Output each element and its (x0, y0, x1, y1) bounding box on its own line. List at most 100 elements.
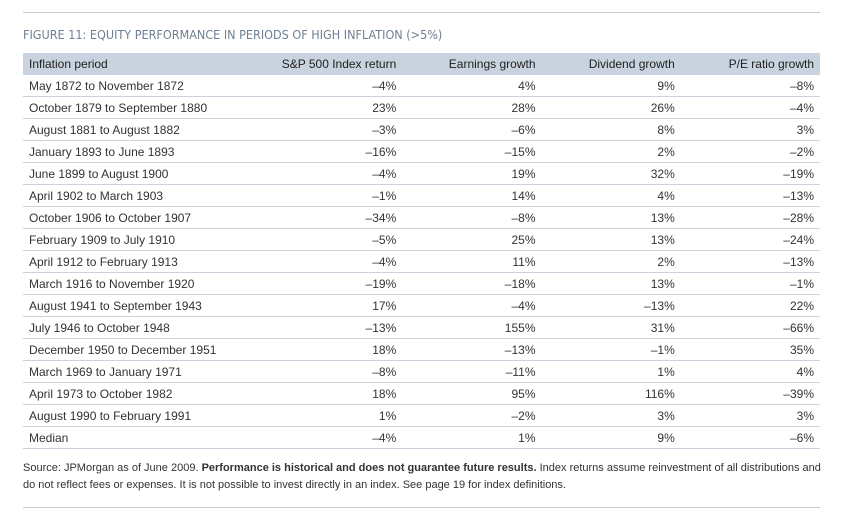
table-row: April 1902 to March 1903 –1% 14% 4% –13% (23, 184, 820, 207)
table-row: January 1893 to June 1893 –16% –15% 2% –2% (23, 140, 820, 163)
cell-inflation-period: August 1990 to February 1991 (23, 404, 263, 427)
cell-inflation-period: August 1881 to August 1882 (23, 118, 263, 141)
column-header-sp500-return: S&P 500 Index return (263, 53, 403, 75)
table-body: May 1872 to November 1872 –4% 4% 9% –8% Octob… (23, 75, 820, 449)
cell-dividend-growth: –1% (541, 338, 681, 361)
cell-inflation-period: February 1909 to July 1910 (23, 228, 263, 251)
cell-sp500-return: 23% (263, 96, 403, 119)
cell-inflation-period: April 1973 to October 1982 (23, 382, 263, 405)
cell-sp500-return: –34% (263, 206, 403, 229)
cell-earnings-growth: –13% (402, 338, 542, 361)
cell-earnings-growth: –18% (402, 272, 542, 295)
table-row: August 1881 to August 1882 –3% –6% 8% 3% (23, 118, 820, 141)
cell-earnings-growth: 4% (402, 75, 542, 97)
table-row: May 1872 to November 1872 –4% 4% 9% –8% (23, 75, 820, 97)
cell-dividend-growth: 4% (541, 184, 681, 207)
cell-sp500-return: –3% (263, 118, 403, 141)
cell-pe-ratio-growth: –1% (680, 272, 820, 295)
cell-dividend-growth: 9% (541, 75, 681, 97)
cell-dividend-growth: 116% (541, 382, 681, 405)
table-row: February 1909 to July 1910 –5% 25% 13% –24% (23, 228, 820, 251)
cell-earnings-growth: –2% (402, 404, 542, 427)
cell-inflation-period: March 1969 to January 1971 (23, 360, 263, 383)
table-row: March 1916 to November 1920 –19% –18% 13% –1… (23, 272, 820, 295)
cell-inflation-period: April 1912 to February 1913 (23, 250, 263, 273)
cell-pe-ratio-growth: –8% (680, 75, 820, 97)
cell-pe-ratio-growth: –13% (680, 250, 820, 273)
table-header-row: Inflation period S&P 500 Index return Ea… (23, 53, 820, 75)
cell-sp500-return: –4% (263, 75, 403, 97)
cell-earnings-growth: –11% (402, 360, 542, 383)
cell-sp500-return: –4% (263, 250, 403, 273)
table-row: December 1950 to December 1951 18% –13% –1%… (23, 338, 820, 361)
cell-dividend-growth: 1% (541, 360, 681, 383)
table-row: April 1912 to February 1913 –4% 11% 2% –13% (23, 250, 820, 273)
cell-earnings-growth: –6% (402, 118, 542, 141)
cell-dividend-growth: 13% (541, 228, 681, 251)
cell-pe-ratio-growth: –24% (680, 228, 820, 251)
cell-dividend-growth: 32% (541, 162, 681, 185)
table-row: August 1941 to September 1943 17% –4% –13% 2… (23, 294, 820, 317)
cell-inflation-period: April 1902 to March 1903 (23, 184, 263, 207)
column-header-earnings-growth: Earnings growth (402, 53, 542, 75)
cell-pe-ratio-growth: –66% (680, 316, 820, 339)
cell-pe-ratio-growth: –13% (680, 184, 820, 207)
column-header-pe-ratio-growth: P/E ratio growth (680, 53, 820, 75)
cell-pe-ratio-growth: –4% (680, 96, 820, 119)
cell-inflation-period: January 1893 to June 1893 (23, 140, 263, 163)
column-header-inflation-period: Inflation period (23, 53, 263, 75)
cell-sp500-return: –8% (263, 360, 403, 383)
cell-pe-ratio-growth: –2% (680, 140, 820, 163)
cell-dividend-growth: 13% (541, 206, 681, 229)
cell-dividend-growth: 3% (541, 404, 681, 427)
cell-inflation-period: Median (23, 426, 263, 449)
cell-dividend-growth: 26% (541, 96, 681, 119)
cell-pe-ratio-growth: 3% (680, 118, 820, 141)
source-disclaimer: Performance is historical and does not g… (201, 462, 537, 474)
cell-sp500-return: 1% (263, 404, 403, 427)
cell-sp500-return: –4% (263, 162, 403, 185)
cell-sp500-return: –5% (263, 228, 403, 251)
cell-sp500-return: –13% (263, 316, 403, 339)
source-details: Index returns assume reinvestment of all… (23, 462, 821, 491)
cell-dividend-growth: 9% (541, 426, 681, 449)
cell-inflation-period: December 1950 to December 1951 (23, 338, 263, 361)
cell-pe-ratio-growth: –19% (680, 162, 820, 185)
cell-inflation-period: October 1879 to September 1880 (23, 96, 263, 119)
cell-sp500-return: 18% (263, 382, 403, 405)
cell-pe-ratio-growth: 3% (680, 404, 820, 427)
cell-earnings-growth: –15% (402, 140, 542, 163)
cell-earnings-growth: 14% (402, 184, 542, 207)
cell-pe-ratio-growth: –39% (680, 382, 820, 405)
cell-sp500-return: 18% (263, 338, 403, 361)
cell-dividend-growth: 8% (541, 118, 681, 141)
table-row: October 1879 to September 1880 23% 28% 26% –… (23, 96, 820, 119)
cell-inflation-period: March 1916 to November 1920 (23, 272, 263, 295)
cell-dividend-growth: 13% (541, 272, 681, 295)
cell-earnings-growth: 1% (402, 426, 542, 449)
top-divider (23, 12, 820, 13)
cell-inflation-period: May 1872 to November 1872 (23, 75, 263, 97)
cell-earnings-growth: 25% (402, 228, 542, 251)
bottom-divider (23, 507, 820, 508)
table-row: August 1990 to February 1991 1% –2% 3% 3% (23, 404, 820, 427)
cell-inflation-period: July 1946 to October 1948 (23, 316, 263, 339)
cell-inflation-period: June 1899 to August 1900 (23, 162, 263, 185)
cell-pe-ratio-growth: 22% (680, 294, 820, 317)
cell-earnings-growth: 95% (402, 382, 542, 405)
cell-earnings-growth: –8% (402, 206, 542, 229)
cell-dividend-growth: –13% (541, 294, 681, 317)
cell-earnings-growth: 28% (402, 96, 542, 119)
cell-inflation-period: August 1941 to September 1943 (23, 294, 263, 317)
cell-inflation-period: October 1906 to October 1907 (23, 206, 263, 229)
cell-pe-ratio-growth: 4% (680, 360, 820, 383)
figure-title: FIGURE 11: EQUITY PERFORMANCE IN PERIODS… (23, 27, 443, 42)
cell-sp500-return: –16% (263, 140, 403, 163)
source-note: Source: JPMorgan as of June 2009. Perfor… (23, 460, 823, 494)
cell-pe-ratio-growth: –28% (680, 206, 820, 229)
cell-sp500-return: –1% (263, 184, 403, 207)
inflation-performance-table: Inflation period S&P 500 Index return Ea… (23, 53, 820, 449)
table-row: July 1946 to October 1948 –13% 155% 31% –66% (23, 316, 820, 339)
table-row: June 1899 to August 1900 –4% 19% 32% –19% (23, 162, 820, 185)
cell-earnings-growth: 19% (402, 162, 542, 185)
